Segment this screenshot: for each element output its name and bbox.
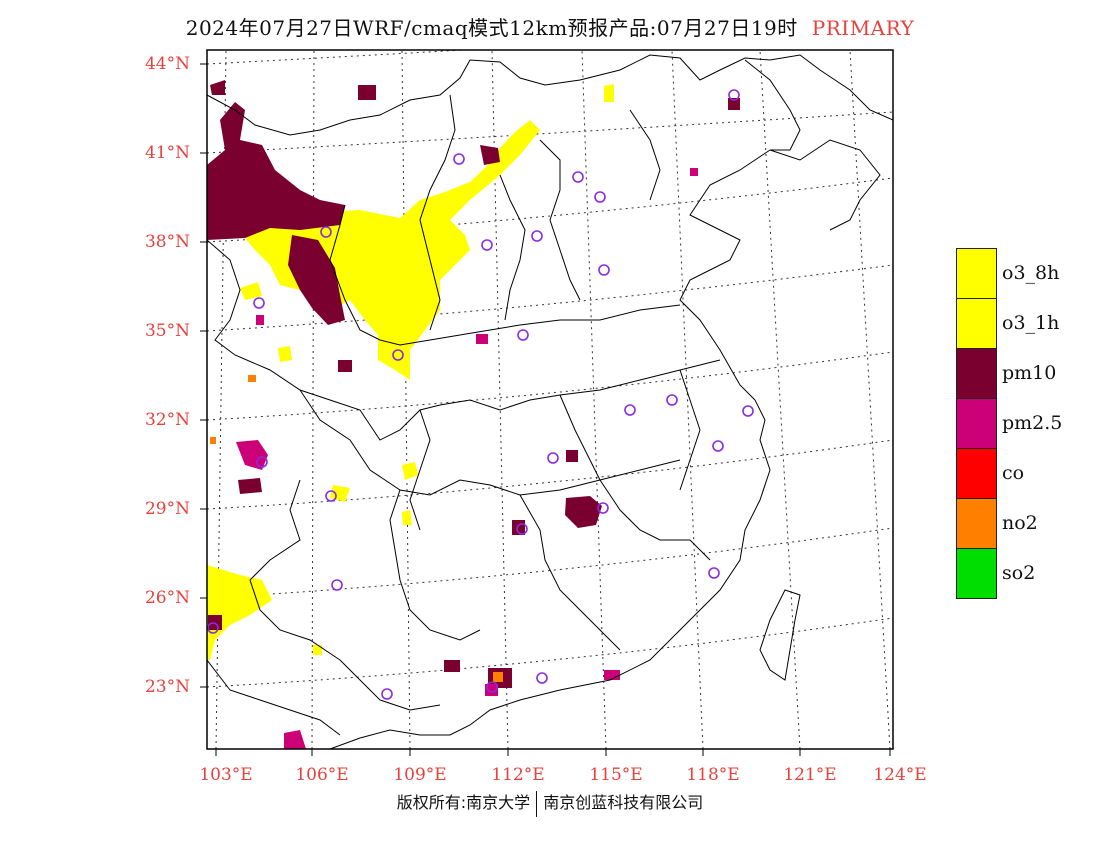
lon-label: 109°E <box>393 765 447 785</box>
legend-swatch <box>956 398 997 448</box>
lon-label: 115°E <box>589 765 643 785</box>
station-marker <box>453 153 465 165</box>
lon-label: 121°E <box>783 765 837 785</box>
legend-label: pm10 <box>1002 362 1057 384</box>
legend-label: pm2.5 <box>1002 412 1063 434</box>
station-marker <box>594 191 606 203</box>
copyright-left: 版权所有:南京大学 <box>396 793 531 812</box>
station-marker <box>517 329 529 341</box>
legend-label: no2 <box>1002 512 1038 534</box>
lon-label: 112°E <box>491 765 545 785</box>
legend-label: so2 <box>1002 562 1036 584</box>
copyright-divider <box>536 790 538 817</box>
station-marker <box>207 622 219 634</box>
station-marker <box>597 502 609 514</box>
station-marker <box>256 456 268 468</box>
legend-swatch <box>956 348 997 398</box>
legend-swatch <box>956 448 997 498</box>
lat-label: 23°N <box>144 677 190 697</box>
legend-swatch <box>956 298 997 348</box>
pm25-regions <box>236 168 698 749</box>
legend-swatch <box>956 548 997 599</box>
station-marker <box>536 672 548 684</box>
station-marker <box>325 490 337 502</box>
station-marker <box>547 452 559 464</box>
lon-label: 103°E <box>199 765 253 785</box>
legend-item-pm10: pm10 <box>956 348 1074 398</box>
legend-swatch <box>956 248 997 298</box>
map-frame <box>206 49 894 750</box>
legend-label: o3_8h <box>1002 262 1060 284</box>
latitude-gridlines <box>207 50 893 688</box>
legend-item-pm25: pm2.5 <box>956 398 1074 448</box>
axis-ticks <box>200 63 891 756</box>
station-marker <box>572 171 584 183</box>
station-marker <box>624 404 636 416</box>
station-marker <box>666 394 678 406</box>
station-markers <box>207 89 754 700</box>
legend-swatch <box>956 498 997 548</box>
lat-label: 35°N <box>144 321 190 341</box>
boundary-lines <box>207 54 893 749</box>
copyright-right: 南京创蓝科技有限公司 <box>543 793 704 812</box>
lat-label: 44°N <box>144 54 190 74</box>
pm10-regions <box>207 80 740 688</box>
station-marker <box>392 349 404 361</box>
map-background <box>207 50 893 749</box>
lon-label: 124°E <box>873 765 927 785</box>
station-marker <box>598 264 610 276</box>
station-marker <box>516 523 528 535</box>
legend-item-no2: no2 <box>956 498 1074 548</box>
station-marker <box>481 239 493 251</box>
station-marker <box>531 230 543 242</box>
lon-label: 106°E <box>295 765 349 785</box>
station-marker <box>742 405 754 417</box>
legend-item-o3-8h: o3_8h <box>956 248 1074 298</box>
lon-label: 118°E <box>686 765 740 785</box>
legend-item-co: co <box>956 448 1074 498</box>
pollutant-legend: o3_8h o3_1h pm10 pm2.5 co no2 so2 <box>956 248 1074 599</box>
station-marker <box>712 440 724 452</box>
station-marker <box>381 688 393 700</box>
title-tag: PRIMARY <box>811 16 915 40</box>
o3-regions <box>207 84 614 660</box>
lat-label: 26°N <box>144 588 190 608</box>
station-marker <box>253 297 265 309</box>
lat-label: 32°N <box>144 410 190 430</box>
station-marker <box>320 226 332 238</box>
legend-item-so2: so2 <box>956 548 1074 599</box>
lat-label: 41°N <box>144 143 190 163</box>
lat-label: 38°N <box>144 232 190 252</box>
map-title: 2024年07月27日WRF/cmaq模式12km预报产品:07月27日19时 P… <box>0 12 1100 41</box>
no2-regions <box>210 375 503 682</box>
station-marker <box>486 681 498 693</box>
title-main: 2024年07月27日WRF/cmaq模式12km预报产品:07月27日19时 <box>185 16 798 40</box>
legend-label: o3_1h <box>1002 312 1060 334</box>
station-marker <box>331 579 343 591</box>
station-marker <box>708 567 720 579</box>
lat-label: 29°N <box>144 499 190 519</box>
copyright-footer: 版权所有:南京大学 南京创蓝科技有限公司 <box>0 789 1100 817</box>
station-marker <box>728 89 740 101</box>
legend-label: co <box>1002 462 1025 484</box>
legend-item-o3-1h: o3_1h <box>956 298 1074 348</box>
